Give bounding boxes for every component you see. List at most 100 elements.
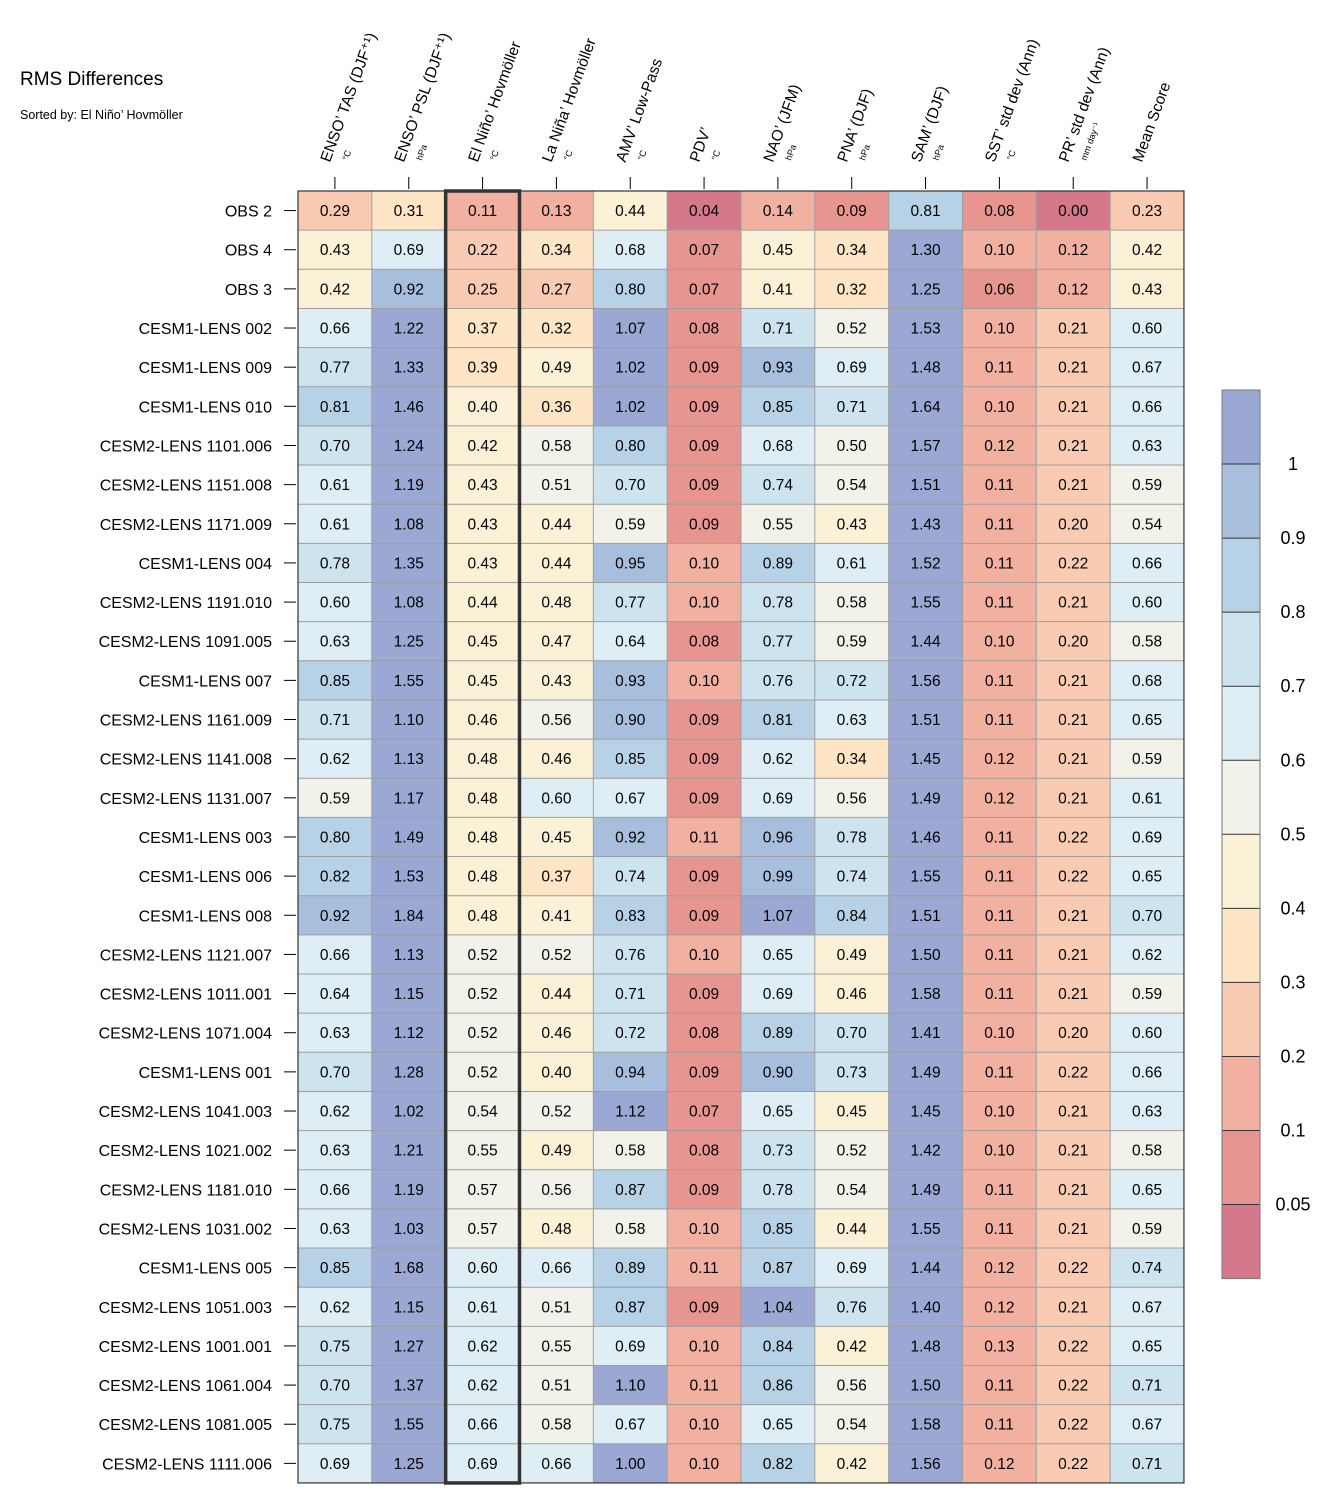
heatmap-cell bbox=[1036, 347, 1111, 387]
heatmap-cell bbox=[298, 504, 372, 544]
cell-value: 0.65 bbox=[1132, 1338, 1162, 1355]
cell-value: 1.04 bbox=[763, 1299, 794, 1316]
cell-value: 0.48 bbox=[467, 790, 497, 807]
heatmap-cell bbox=[371, 1443, 446, 1483]
heatmap-cell bbox=[888, 504, 963, 544]
cell-value: 0.10 bbox=[984, 399, 1015, 416]
heatmap-cell bbox=[445, 504, 520, 544]
heatmap-cell bbox=[814, 1091, 889, 1131]
heatmap-cell bbox=[519, 660, 594, 700]
cell-value: 0.11 bbox=[690, 829, 719, 846]
column-unit: °C bbox=[710, 148, 723, 161]
cell-value: 0.73 bbox=[837, 1064, 867, 1081]
heatmap-cell bbox=[445, 660, 520, 700]
row-label: CESM1-LENS 008 bbox=[139, 908, 272, 925]
cell-value: 0.40 bbox=[467, 399, 498, 416]
cell-value: 0.62 bbox=[467, 1378, 497, 1395]
cell-value: 0.09 bbox=[689, 712, 719, 729]
cell-value: 0.08 bbox=[689, 1025, 719, 1042]
cell-value: 1.28 bbox=[394, 1064, 424, 1081]
cell-value: 0.58 bbox=[541, 1417, 571, 1434]
cell-value: 0.37 bbox=[467, 321, 497, 338]
heatmap-cell bbox=[814, 974, 889, 1014]
row-label: CESM2-LENS 1011.001 bbox=[100, 987, 272, 1004]
heatmap-cell bbox=[1036, 739, 1111, 779]
column-header: El Niño’ Hovmöller bbox=[465, 39, 524, 164]
cell-value: 0.65 bbox=[763, 1417, 793, 1434]
cell-value: 0.81 bbox=[763, 712, 793, 729]
cell-value: 0.12 bbox=[984, 438, 1014, 455]
heatmap-cell bbox=[298, 895, 372, 935]
heatmap-cell bbox=[962, 699, 1037, 740]
cell-value: 0.68 bbox=[615, 242, 645, 259]
cell-value: 0.69 bbox=[467, 1456, 497, 1473]
cell-value: 0.58 bbox=[615, 1221, 645, 1238]
row-label: CESM2-LENS 1131.007 bbox=[100, 791, 272, 808]
cell-value: 0.80 bbox=[615, 281, 646, 298]
cell-value: 0.64 bbox=[615, 634, 646, 651]
heatmap-cell bbox=[667, 191, 741, 231]
cell-value: 1.53 bbox=[910, 321, 940, 338]
heatmap-cell bbox=[519, 582, 594, 622]
heatmap-cell bbox=[814, 386, 889, 426]
row-label: CESM2-LENS 1091.005 bbox=[99, 634, 273, 651]
heatmap-cell bbox=[814, 230, 889, 270]
heatmap-cell bbox=[298, 1130, 372, 1170]
heatmap-cell bbox=[814, 660, 889, 700]
cell-value: 0.74 bbox=[1132, 1260, 1163, 1277]
heatmap-cell bbox=[962, 1404, 1037, 1444]
heatmap-cell bbox=[1110, 582, 1184, 622]
cell-value: 0.61 bbox=[837, 555, 867, 572]
heatmap-cell bbox=[962, 1013, 1037, 1053]
heatmap-cell bbox=[962, 1091, 1037, 1131]
heatmap-cell bbox=[1110, 974, 1184, 1014]
cell-value: 0.71 bbox=[320, 712, 350, 729]
cell-value: 0.61 bbox=[1132, 790, 1162, 807]
heatmap-cell bbox=[371, 1130, 446, 1170]
cell-value: 1.00 bbox=[615, 1456, 646, 1473]
cell-value: 1.57 bbox=[910, 438, 940, 455]
heatmap-cell bbox=[1110, 1169, 1184, 1209]
heatmap-cell bbox=[667, 817, 741, 857]
cell-value: 1.07 bbox=[615, 321, 645, 338]
cell-value: 0.49 bbox=[541, 360, 571, 377]
heatmap-cell bbox=[740, 582, 815, 622]
cell-value: 0.90 bbox=[763, 1064, 794, 1081]
cell-value: 0.21 bbox=[1058, 751, 1088, 768]
heatmap-cell bbox=[445, 739, 520, 779]
cell-value: 0.66 bbox=[541, 1456, 571, 1473]
row-label: CESM2-LENS 1141.008 bbox=[100, 752, 272, 769]
heatmap-cell bbox=[888, 660, 963, 700]
heatmap-cell bbox=[371, 230, 446, 270]
cell-value: 0.21 bbox=[1058, 1143, 1088, 1160]
heatmap-cell bbox=[1036, 660, 1111, 700]
cell-value: 0.58 bbox=[541, 438, 571, 455]
heatmap-cell bbox=[740, 1052, 815, 1092]
cell-value: 0.07 bbox=[689, 281, 719, 298]
cell-value: 0.44 bbox=[615, 203, 646, 220]
heatmap-cell bbox=[740, 230, 815, 270]
heatmap-cell bbox=[1110, 1404, 1184, 1444]
heatmap-cell bbox=[667, 1052, 741, 1092]
column-unit: °C bbox=[562, 148, 575, 161]
cell-value: 0.21 bbox=[1058, 1182, 1088, 1199]
heatmap-cell bbox=[371, 699, 446, 740]
cell-value: 0.45 bbox=[763, 242, 793, 259]
column-header: PNA’ (DJF) bbox=[835, 87, 877, 165]
cell-value: 0.78 bbox=[320, 555, 350, 572]
cell-value: 0.09 bbox=[689, 477, 719, 494]
colorbar-segment bbox=[1222, 612, 1260, 687]
cell-value: 0.11 bbox=[985, 1064, 1014, 1081]
heatmap-cell bbox=[814, 543, 889, 583]
cell-value: 0.21 bbox=[1058, 908, 1088, 925]
cell-value: 0.60 bbox=[1132, 1025, 1163, 1042]
cell-value: 0.12 bbox=[1058, 242, 1088, 259]
row-label: CESM2-LENS 1021.002 bbox=[99, 1143, 273, 1160]
row-label: CESM1-LENS 002 bbox=[139, 321, 272, 338]
heatmap-cell bbox=[740, 465, 815, 505]
heatmap-cell bbox=[740, 660, 815, 700]
heatmap-cell bbox=[962, 582, 1037, 622]
cell-value: 0.92 bbox=[320, 908, 350, 925]
cell-value: 0.12 bbox=[1058, 281, 1088, 298]
cell-value: 0.49 bbox=[541, 1143, 571, 1160]
